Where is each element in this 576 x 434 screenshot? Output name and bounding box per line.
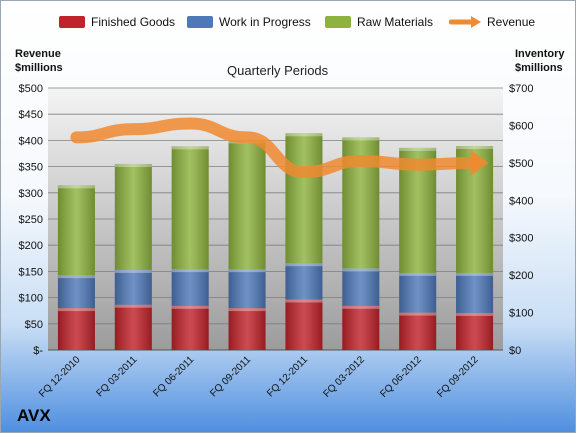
- left-tick-label: $150: [19, 266, 43, 278]
- left-tick-label: $250: [19, 214, 43, 226]
- bar-top-highlight: [399, 147, 437, 151]
- legend-label-finished-goods: Finished Goods: [91, 15, 176, 29]
- bar-shading: [228, 308, 266, 350]
- bar-top-highlight: [399, 312, 437, 316]
- left-tick-label: $350: [19, 162, 43, 174]
- bar-top-highlight: [114, 163, 152, 167]
- right-tick-label: $600: [509, 120, 533, 132]
- bar-shading: [114, 269, 152, 305]
- bar-top-highlight: [342, 305, 380, 309]
- right-tick-label: $0: [509, 345, 521, 357]
- bar-top-highlight: [228, 308, 266, 312]
- bar-top-highlight: [456, 312, 494, 316]
- bar-top-highlight: [57, 308, 95, 312]
- right-tick-label: $400: [509, 195, 533, 207]
- bar-shading: [399, 312, 437, 350]
- legend: Finished Goods Work in Progress Raw Mate…: [1, 15, 576, 35]
- left-tick-label: $400: [19, 135, 43, 147]
- x-tick-label: FQ 06-2012: [378, 354, 424, 400]
- x-tick-label: FQ 12-2011: [265, 354, 310, 399]
- legend-swatch-revenue: [449, 16, 481, 28]
- left-axis-title-line2: $millions: [15, 62, 63, 74]
- legend-item-raw-materials: Raw Materials: [325, 15, 433, 29]
- revenue-arrowhead: [470, 149, 489, 176]
- right-tick-label: $200: [509, 270, 533, 282]
- bar-shading: [57, 275, 95, 309]
- x-tick-label: FQ 09-2012: [435, 354, 481, 400]
- bar-shading: [342, 305, 380, 350]
- bar-top-highlight: [285, 133, 323, 137]
- right-tick-label: $500: [509, 158, 533, 170]
- right-tick-label: $100: [509, 308, 533, 320]
- legend-swatch-work-in-progress: [187, 16, 213, 28]
- bar-top-highlight: [342, 137, 380, 141]
- legend-item-finished-goods: Finished Goods: [59, 15, 175, 29]
- x-tick-label: FQ 12-2010: [37, 354, 83, 400]
- right-tick-label: $700: [509, 83, 533, 95]
- right-axis-title-line2: $millions: [515, 62, 563, 74]
- company-name: AVX: [17, 406, 51, 425]
- bar-top-highlight: [114, 269, 152, 273]
- bar-shading: [285, 133, 323, 264]
- x-tick-label: FQ 03-2012: [321, 354, 367, 400]
- bar-shading: [171, 305, 209, 350]
- bar-shading: [228, 140, 266, 270]
- bar-top-highlight: [399, 272, 437, 276]
- bar-top-highlight: [171, 269, 209, 273]
- left-tick-label: $500: [19, 83, 43, 95]
- legend-swatch-raw-materials: [325, 16, 351, 28]
- bar-shading: [171, 269, 209, 306]
- bar-top-highlight: [171, 146, 209, 150]
- bar-top-highlight: [285, 299, 323, 303]
- legend-label-raw-materials: Raw Materials: [357, 15, 434, 29]
- left-tick-label: $200: [19, 240, 43, 252]
- bar-shading: [114, 163, 152, 270]
- legend-label-revenue: Revenue: [487, 15, 536, 29]
- right-tick-label: $300: [509, 233, 533, 245]
- right-axis-title: Inventory $millions: [515, 47, 565, 75]
- bar-top-highlight: [228, 269, 266, 273]
- bar-top-highlight: [456, 272, 494, 276]
- bar-top-highlight: [57, 275, 95, 279]
- left-tick-label: $50: [25, 319, 43, 331]
- bar-shading: [57, 308, 95, 350]
- bar-shading: [456, 272, 494, 313]
- legend-item-revenue: Revenue: [449, 15, 535, 29]
- bar-shading: [114, 304, 152, 350]
- left-tick-label: $100: [19, 293, 43, 305]
- bar-shading: [285, 299, 323, 350]
- x-tick-label: FQ 06-2011: [151, 354, 196, 399]
- bar-top-highlight: [456, 146, 494, 150]
- legend-label-work-in-progress: Work in Progress: [219, 15, 311, 29]
- legend-swatch-finished-goods: [59, 16, 85, 28]
- right-axis-title-line1: Inventory: [515, 48, 565, 60]
- bar-shading: [456, 312, 494, 350]
- bar-shading: [285, 263, 323, 300]
- x-tick-label: FQ 03-2011: [94, 354, 139, 399]
- legend-item-work-in-progress: Work in Progress: [187, 15, 311, 29]
- left-tick-label: $-: [33, 345, 43, 357]
- bar-top-highlight: [114, 304, 152, 308]
- left-axis-title-line1: Revenue: [15, 48, 61, 60]
- bar-shading: [57, 185, 95, 276]
- bar-top-highlight: [342, 268, 380, 272]
- bar-shading: [342, 268, 380, 306]
- bar-top-highlight: [285, 263, 323, 267]
- bar-top-highlight: [171, 305, 209, 309]
- line-revenue: [70, 117, 481, 179]
- chart-subtitle: Quarterly Periods: [227, 63, 329, 78]
- bar-top-highlight: [57, 185, 95, 189]
- left-tick-label: $450: [19, 109, 43, 121]
- bar-shading: [399, 272, 437, 313]
- x-tick-label: FQ 09-2011: [208, 354, 253, 399]
- left-tick-label: $300: [19, 188, 43, 200]
- bar-shading: [228, 269, 266, 309]
- bar-shading: [171, 146, 209, 270]
- left-axis-title: Revenue $millions: [15, 47, 63, 75]
